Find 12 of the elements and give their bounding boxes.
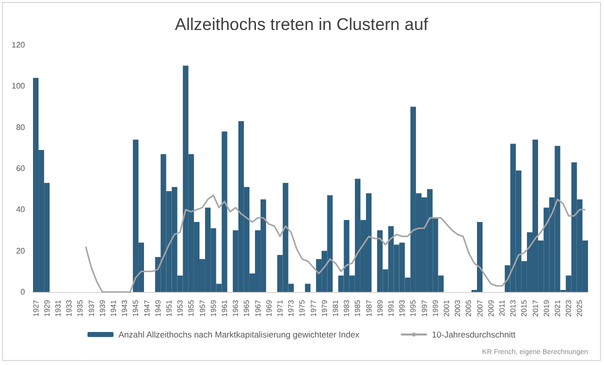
- y-tick-label: 0: [20, 288, 26, 296]
- chart-title: Allzeithochs treten in Clustern auf: [174, 15, 428, 34]
- bar: [304, 284, 310, 292]
- legend-label: 10-Jahresdurchschnitt: [432, 330, 516, 340]
- y-tick-label: 60: [16, 164, 26, 173]
- y-tick-label: 100: [12, 82, 26, 91]
- y-tick-label: 120: [12, 40, 26, 50]
- line-series: [84, 194, 586, 293]
- y-tick-label: 40: [16, 205, 26, 214]
- y-tick-label: 20: [16, 246, 26, 256]
- legend-label: Anzahl Allzeithochs nach Marktkapitalisierung gewichteter Index: [118, 330, 360, 340]
- y-tick-label: 80: [16, 122, 26, 132]
